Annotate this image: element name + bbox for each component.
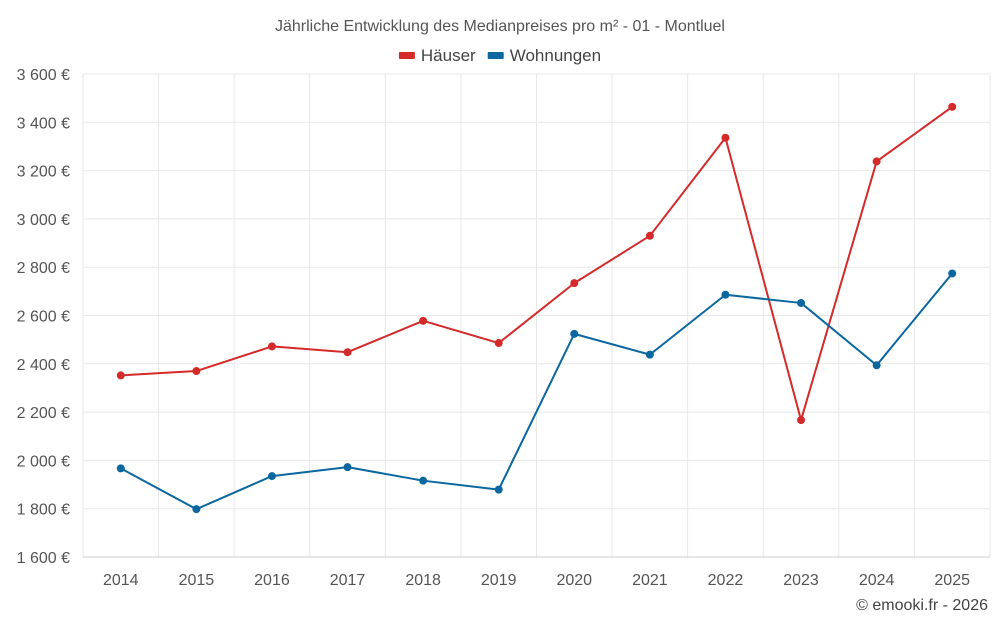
data-point-apartments (192, 505, 200, 513)
y-tick-label: 2 800 € (17, 260, 70, 277)
data-point-apartments (268, 472, 276, 480)
y-tick-label: 3 400 € (17, 115, 70, 132)
x-tick-label: 2020 (556, 572, 592, 589)
data-point-apartments (495, 486, 503, 494)
x-tick-label: 2018 (405, 572, 441, 589)
x-tick-label: 2016 (254, 572, 290, 589)
y-tick-label: 3 200 € (17, 164, 70, 181)
y-tick-label: 2 400 € (17, 357, 70, 374)
data-point-houses (873, 157, 881, 165)
data-point-houses (948, 103, 956, 111)
data-point-apartments (721, 291, 729, 299)
x-tick-label: 2023 (783, 572, 819, 589)
legend-item-apartments: Wohnungen (488, 46, 601, 65)
x-axis-ticks: 2014 2015 2016 2017 2018 2019 2020 2021 2022 2023… (103, 572, 970, 589)
y-tick-label: 3 600 € (17, 67, 70, 84)
y-tick-label: 1 600 € (17, 550, 70, 567)
legend-label-apartments: Wohnungen (510, 46, 601, 65)
x-tick-label: 2019 (481, 572, 517, 589)
line-chart: Jährliche Entwicklung des Medianpreises … (0, 0, 1000, 625)
x-tick-label: 2024 (859, 572, 895, 589)
data-point-houses (268, 342, 276, 350)
y-axis-ticks: 1 600 € 1 800 € 2 000 € 2 200 € 2 400 € 2 600… (17, 67, 70, 567)
legend-label-houses: Häuser (421, 46, 476, 65)
data-point-houses (344, 348, 352, 356)
data-point-apartments (646, 351, 654, 359)
data-point-apartments (797, 299, 805, 307)
legend-swatch-houses (399, 52, 415, 59)
data-point-apartments (419, 477, 427, 485)
data-point-apartments (873, 361, 881, 369)
credit-text: © emooki.fr - 2026 (856, 597, 988, 614)
data-point-houses (721, 134, 729, 142)
y-tick-label: 2 600 € (17, 309, 70, 326)
data-point-apartments (948, 269, 956, 277)
x-tick-label: 2022 (708, 572, 744, 589)
y-tick-label: 2 200 € (17, 405, 70, 422)
data-point-houses (419, 317, 427, 325)
x-tick-label: 2021 (632, 572, 668, 589)
data-point-apartments (117, 464, 125, 472)
y-tick-label: 3 000 € (17, 212, 70, 229)
data-point-houses (117, 371, 125, 379)
data-point-houses (797, 416, 805, 424)
y-tick-label: 2 000 € (17, 453, 70, 470)
data-point-apartments (570, 330, 578, 338)
data-point-houses (570, 279, 578, 287)
data-point-houses (192, 367, 200, 375)
y-tick-label: 1 800 € (17, 502, 70, 519)
x-tick-label: 2014 (103, 572, 139, 589)
x-tick-label: 2017 (330, 572, 366, 589)
legend: Häuser Wohnungen (399, 46, 601, 65)
data-point-houses (495, 339, 503, 347)
data-point-apartments (344, 463, 352, 471)
legend-swatch-apartments (488, 52, 504, 59)
data-point-houses (646, 232, 654, 240)
x-tick-label: 2025 (934, 572, 970, 589)
legend-item-houses: Häuser (399, 46, 476, 65)
chart-title: Jährliche Entwicklung des Medianpreises … (275, 18, 725, 35)
x-tick-label: 2015 (179, 572, 215, 589)
